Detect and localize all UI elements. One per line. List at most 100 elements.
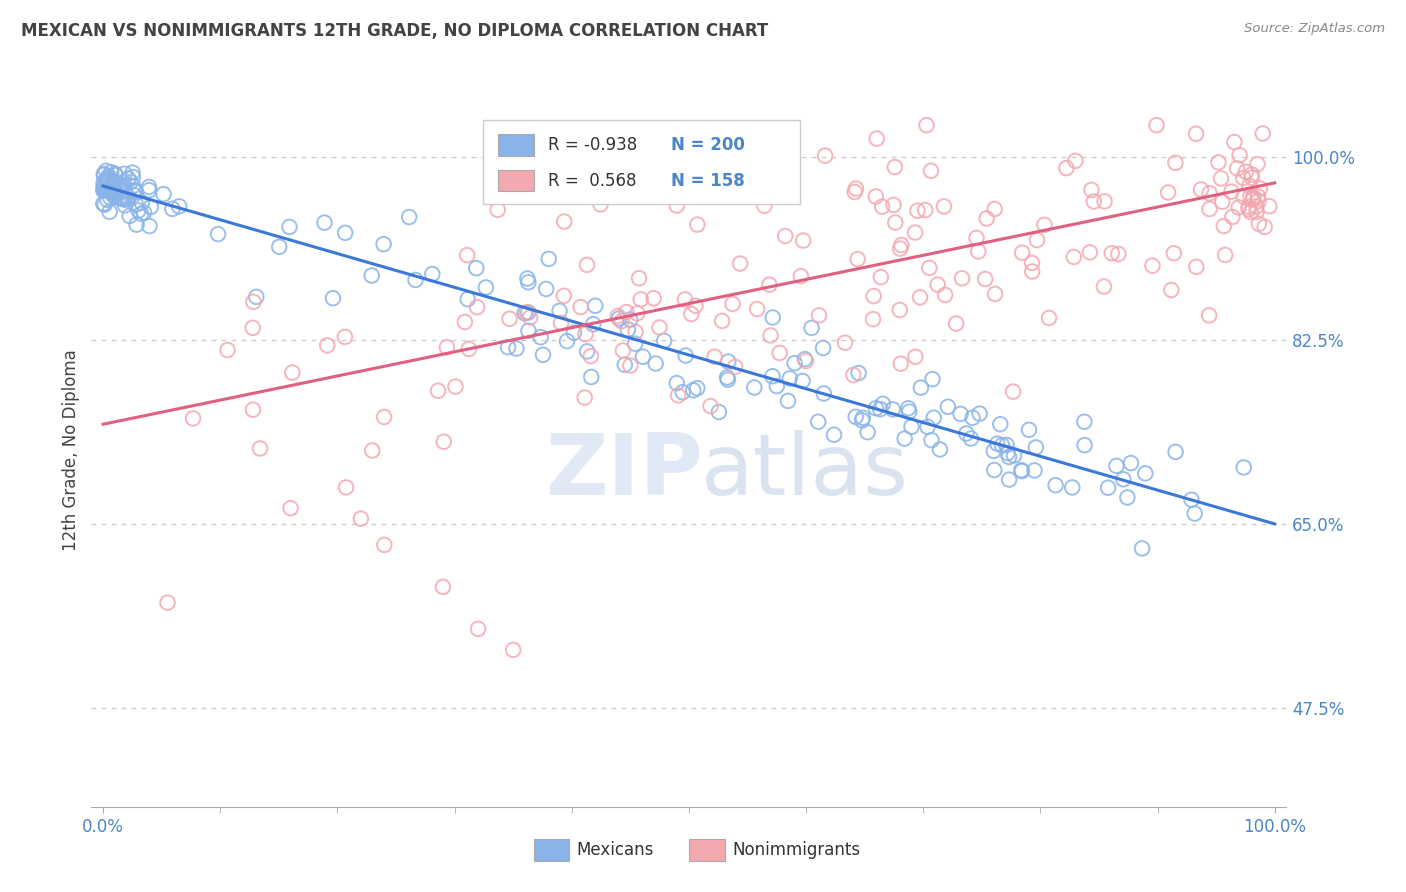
Point xyxy=(1239,178,1261,193)
Point xyxy=(114,167,136,181)
Point xyxy=(101,179,124,194)
Point xyxy=(281,366,304,380)
Point xyxy=(616,305,638,319)
Point xyxy=(138,219,160,233)
Point xyxy=(454,315,477,329)
Point xyxy=(373,237,395,252)
Point xyxy=(811,341,834,355)
Point xyxy=(998,450,1021,464)
Point xyxy=(100,165,122,179)
Point xyxy=(983,202,1005,216)
Point xyxy=(1119,456,1142,470)
Point xyxy=(94,181,117,195)
Point xyxy=(98,204,121,219)
Point xyxy=(103,175,125,189)
Point xyxy=(773,229,796,244)
Point xyxy=(648,320,671,334)
Point xyxy=(1157,186,1180,200)
Point xyxy=(531,348,554,362)
Point xyxy=(269,240,291,254)
Point xyxy=(619,359,641,373)
Point xyxy=(717,354,740,368)
Point xyxy=(93,181,115,195)
Point xyxy=(124,183,146,197)
Point xyxy=(181,411,204,425)
Point xyxy=(897,401,920,416)
Point xyxy=(1002,384,1025,399)
Point xyxy=(1246,157,1268,171)
Point xyxy=(1185,127,1208,141)
Point xyxy=(848,366,870,380)
Point xyxy=(350,511,373,525)
Point xyxy=(432,580,454,594)
Point xyxy=(114,184,136,198)
Point xyxy=(800,321,823,335)
Point xyxy=(790,269,813,284)
Point xyxy=(110,191,132,205)
Point xyxy=(991,438,1014,452)
Point xyxy=(927,277,949,292)
Point xyxy=(1209,171,1232,186)
Point xyxy=(823,427,845,442)
Point xyxy=(643,291,665,305)
Point xyxy=(537,252,560,266)
Point xyxy=(807,415,830,429)
Point xyxy=(1249,181,1271,195)
Point xyxy=(138,183,160,197)
Point xyxy=(93,175,115,189)
Point xyxy=(1258,199,1281,213)
Point xyxy=(436,340,458,354)
Point xyxy=(921,372,943,386)
Point xyxy=(889,303,911,318)
Point xyxy=(1180,492,1202,507)
Point xyxy=(1112,472,1135,486)
Bar xyxy=(534,839,569,861)
Point xyxy=(1233,460,1256,475)
Point xyxy=(1227,201,1250,215)
Text: R = -0.938: R = -0.938 xyxy=(548,136,637,154)
Point xyxy=(721,297,744,311)
Point xyxy=(245,290,267,304)
Point xyxy=(1038,310,1060,325)
Point xyxy=(883,160,905,174)
Point xyxy=(1045,478,1067,492)
Point xyxy=(1234,165,1257,179)
Point xyxy=(742,380,765,394)
Point xyxy=(682,384,704,398)
Point xyxy=(681,307,703,321)
Point xyxy=(1160,283,1182,297)
Point xyxy=(519,310,541,325)
Point xyxy=(108,183,131,197)
Point xyxy=(1232,170,1254,185)
Point xyxy=(872,397,894,411)
Point xyxy=(717,373,740,387)
Point xyxy=(112,175,135,189)
Point xyxy=(845,409,868,424)
Point xyxy=(1237,202,1260,217)
Point xyxy=(581,370,603,384)
Point xyxy=(96,175,118,189)
Point xyxy=(998,473,1021,487)
Point xyxy=(724,359,747,374)
Point xyxy=(1021,256,1043,270)
Point xyxy=(1229,148,1251,162)
Point xyxy=(665,198,688,212)
Point xyxy=(91,196,114,211)
Point xyxy=(1220,185,1243,199)
Point xyxy=(93,178,115,193)
Point xyxy=(93,197,115,211)
Point xyxy=(949,407,972,421)
Point xyxy=(1241,191,1264,205)
Point xyxy=(513,306,536,320)
Point xyxy=(1163,246,1185,260)
Point xyxy=(1240,205,1263,219)
Point xyxy=(1211,194,1233,209)
Point xyxy=(517,275,540,289)
Point xyxy=(846,252,869,266)
Point xyxy=(458,342,481,356)
Point xyxy=(776,393,799,408)
Point xyxy=(1198,309,1220,323)
Point xyxy=(576,144,599,158)
Point xyxy=(1054,161,1077,175)
Point xyxy=(104,167,127,181)
